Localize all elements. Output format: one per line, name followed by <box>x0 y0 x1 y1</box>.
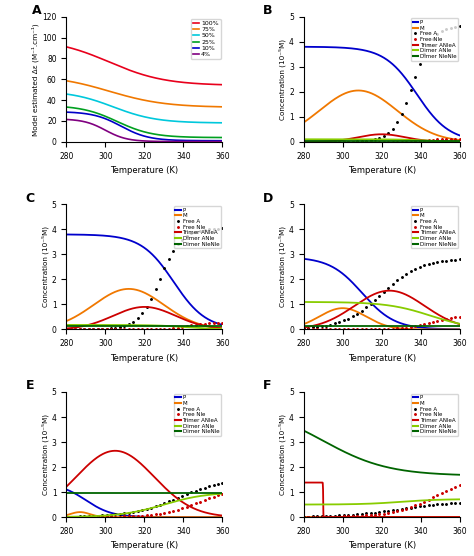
Line: 10%: 10% <box>66 112 222 141</box>
25% <box>216 134 221 141</box>
Line: 25%: 25% <box>66 107 222 137</box>
50% <box>137 112 143 119</box>
Legend: P, M, Free A, Free Nle, Trimer ANleA, Dimer ANle, Dimer NleNle: P, M, Free A, Free Nle, Trimer ANleA, Di… <box>173 206 221 249</box>
100% <box>216 81 221 88</box>
Legend: P, M, Free A, Free Nle, Trimer ANleA, Dimer ANle, Dimer NleNle: P, M, Free A, Free Nle, Trimer ANleA, Di… <box>173 394 221 436</box>
10% <box>64 109 69 116</box>
100% <box>64 43 69 50</box>
Y-axis label: Model estimated Δε (M⁻¹.cm⁻¹): Model estimated Δε (M⁻¹.cm⁻¹) <box>32 23 39 136</box>
50% <box>191 119 197 126</box>
X-axis label: Temperature (K): Temperature (K) <box>110 354 179 363</box>
Text: C: C <box>26 192 35 205</box>
X-axis label: Temperature (K): Temperature (K) <box>347 542 416 550</box>
50% <box>219 120 225 126</box>
100% <box>138 71 144 78</box>
4% <box>191 138 197 145</box>
Text: A: A <box>32 4 42 17</box>
100% <box>219 81 225 88</box>
75% <box>137 96 143 103</box>
Text: D: D <box>263 192 273 205</box>
10% <box>219 137 225 144</box>
X-axis label: Temperature (K): Temperature (K) <box>110 542 179 550</box>
Text: E: E <box>26 380 34 393</box>
100% <box>191 80 197 87</box>
25% <box>156 132 162 138</box>
50% <box>64 91 69 97</box>
50% <box>148 115 154 122</box>
75% <box>219 103 225 110</box>
75% <box>156 100 162 106</box>
Text: F: F <box>263 380 272 393</box>
X-axis label: Temperature (K): Temperature (K) <box>347 354 416 363</box>
Legend: P, M, Free A, Free Nle, Trimer ANleA, Dimer ANle, Dimer NleNle: P, M, Free A, Free Nle, Trimer ANleA, Di… <box>411 394 458 436</box>
4% <box>216 138 221 145</box>
10% <box>216 137 221 144</box>
X-axis label: Temperature (K): Temperature (K) <box>110 166 179 175</box>
25% <box>64 104 69 111</box>
Y-axis label: Concentration (10⁻⁵M): Concentration (10⁻⁵M) <box>279 414 286 495</box>
75% <box>191 102 197 109</box>
75% <box>148 98 154 105</box>
25% <box>137 127 143 134</box>
4% <box>64 116 69 123</box>
4% <box>148 138 154 145</box>
Line: 4%: 4% <box>66 120 222 142</box>
10% <box>148 135 154 141</box>
25% <box>219 134 225 141</box>
10% <box>138 132 144 138</box>
4% <box>156 138 162 145</box>
10% <box>156 136 162 142</box>
10% <box>191 137 197 144</box>
Line: 50%: 50% <box>66 94 222 123</box>
4% <box>219 138 225 145</box>
50% <box>138 113 144 120</box>
75% <box>138 96 144 103</box>
Y-axis label: Concentration (10⁻⁵M): Concentration (10⁻⁵M) <box>42 226 49 307</box>
100% <box>148 73 154 80</box>
25% <box>191 134 197 141</box>
10% <box>137 132 143 138</box>
25% <box>148 130 154 137</box>
X-axis label: Temperature (K): Temperature (K) <box>347 166 416 175</box>
Legend: P, M, Free A, Free Nle, Trimer ANleA, Dimer ANle, Dimer NleNle: P, M, Free A, Free Nle, Trimer ANleA, Di… <box>411 18 458 61</box>
4% <box>137 137 143 144</box>
75% <box>64 77 69 84</box>
50% <box>156 116 162 123</box>
100% <box>156 76 162 82</box>
4% <box>138 137 144 144</box>
50% <box>216 120 221 126</box>
75% <box>216 103 221 110</box>
Y-axis label: Concentration (10⁻⁵M): Concentration (10⁻⁵M) <box>279 39 286 120</box>
Line: 100%: 100% <box>66 47 222 85</box>
25% <box>138 128 144 135</box>
Line: 75%: 75% <box>66 81 222 107</box>
Y-axis label: Concentration (10⁻⁵M): Concentration (10⁻⁵M) <box>279 226 286 307</box>
100% <box>137 71 143 77</box>
Text: B: B <box>263 4 273 17</box>
Y-axis label: Concentration (10⁻⁵M): Concentration (10⁻⁵M) <box>42 414 49 495</box>
Legend: P, M, Free A, Free Nle, Trimer ANleA, Dimer ANle, Dimer NleNle: P, M, Free A, Free Nle, Trimer ANleA, Di… <box>411 206 458 249</box>
Legend: 100%, 75%, 50%, 25%, 10%, 4%: 100%, 75%, 50%, 25%, 10%, 4% <box>191 18 220 59</box>
